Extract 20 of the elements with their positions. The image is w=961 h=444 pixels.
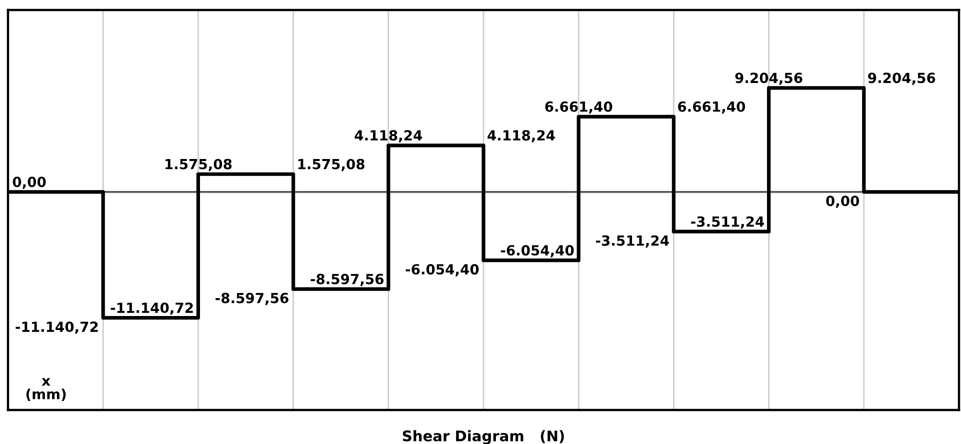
data-label: -3.511,24 [596,235,669,248]
data-label: 6.661,40 [545,101,612,114]
text: -3.511,24 [691,216,764,229]
data-label: -8.597,56 [216,292,288,306]
data-label: 4.118,24 [354,130,422,142]
text: 4.118,24 [488,130,555,142]
data-label: 0,00 [12,176,46,189]
data-label: -6.054,40 [406,264,479,276]
text: -6.054,40 [500,245,574,258]
text: Shear Diagram (N) [402,430,564,444]
text: 9.204,56 [868,72,936,85]
data-label: 0,00 [826,196,860,208]
text: 6.661,40 [678,101,746,114]
text: -11.140,72 [110,302,193,315]
data-label: 9.204,56 [735,72,802,85]
x-axis-title: x (mm) [26,378,66,401]
text: 1.575,08 [298,158,364,172]
data-label: -11.140,72 [16,322,98,334]
data-label: 1.575,08 [166,158,232,172]
text: -8.597,56 [310,274,384,286]
